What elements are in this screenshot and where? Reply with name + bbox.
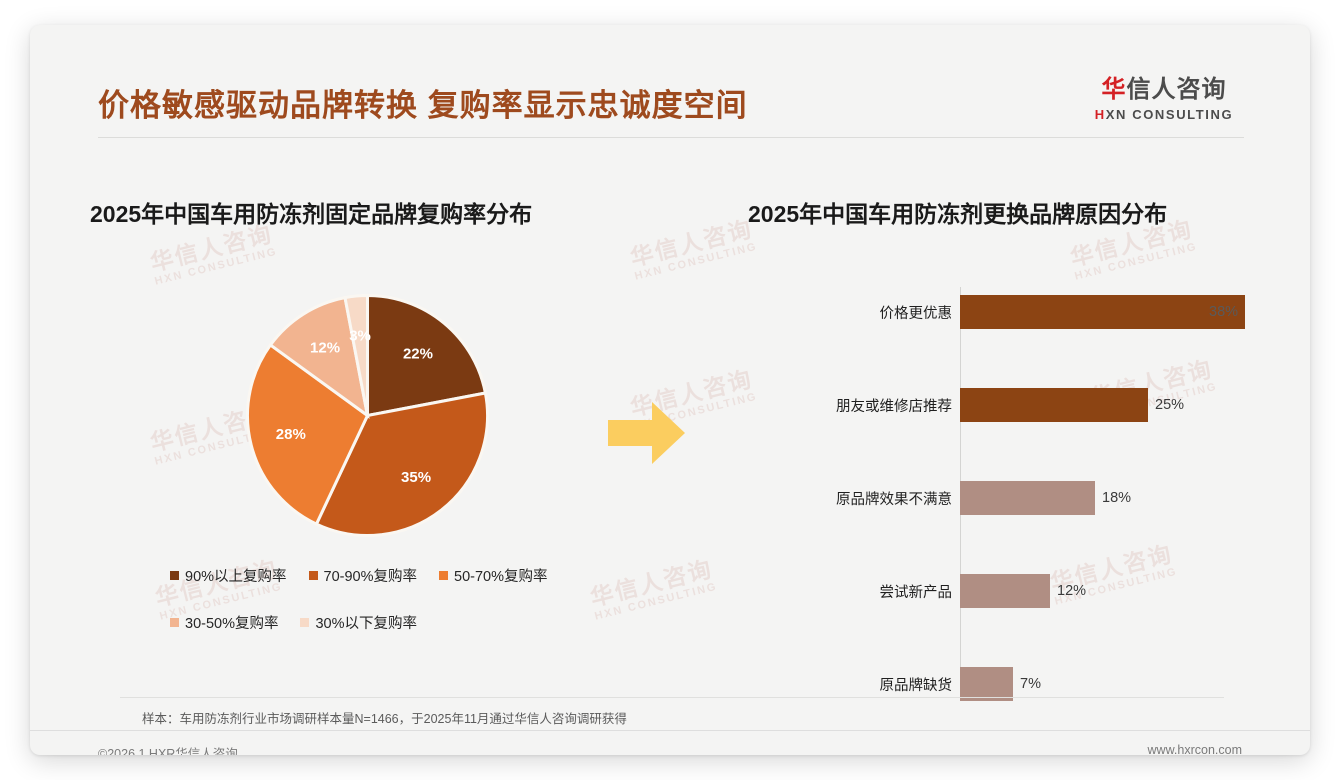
bar-track: 12% — [960, 574, 1260, 608]
pie-slice[interactable] — [343, 293, 369, 416]
pie-slice[interactable] — [268, 295, 370, 419]
watermark: 华信人咨询 HXN CONSULTING — [627, 215, 759, 284]
bar-fill[interactable] — [960, 574, 1050, 608]
bar-fill[interactable] — [960, 295, 1245, 329]
footnote-text: 样本：车用防冻剂行业市场调研样本量N=1466，于2025年11月通过华信人咨询… — [142, 712, 627, 726]
logo-english-text: HXN CONSULTING — [1084, 107, 1244, 122]
legend-item-0[interactable]: 90%以上复购率 — [170, 565, 287, 586]
header-divider — [98, 137, 1244, 138]
pie-chart-title: 2025年中国车用防冻剂固定品牌复购率分布 — [90, 201, 533, 227]
footer-website[interactable]: www.hxrcon.com — [1147, 743, 1242, 755]
legend-label: 70-90%复购率 — [323, 569, 418, 585]
footer-copyright: ©2026.1 HXR华信人咨询 — [98, 747, 238, 755]
pie-slice[interactable] — [314, 391, 489, 537]
footer-divider — [30, 730, 1310, 731]
footnote-divider — [120, 697, 1224, 698]
bar-row: 尝试新产品 12% — [790, 574, 1260, 608]
legend-row: 30-50%复购率 30%以下复购率 — [170, 612, 610, 633]
pie-data-labels: 22% 35% 28% 12% 3% — [276, 328, 433, 486]
bar-row: 价格更优惠 38% — [790, 295, 1260, 329]
bar-category-label: 原品牌缺货 — [879, 677, 953, 694]
legend-swatch-icon — [308, 571, 318, 580]
bar-fill[interactable] — [960, 388, 1148, 422]
bar-track: 38% — [960, 295, 1260, 329]
bar-value-label: 18% — [1102, 490, 1132, 506]
company-logo: 华信人咨询 HXN CONSULTING — [1084, 69, 1244, 122]
logo-en-first-char: H — [1094, 107, 1106, 122]
pie-slice-label: 12% — [310, 340, 340, 357]
pie-chart: 22% 35% 28% 12% 3% — [245, 293, 490, 538]
logo-cn-first-char: 华 — [1101, 76, 1127, 103]
slide-card: 华信人咨询 HXN CONSULTING 华信人咨询 HXN CONSULTING … — [30, 25, 1310, 755]
bar-category-label: 价格更优惠 — [879, 305, 953, 322]
bar-row: 原品牌效果不满意 18% — [790, 481, 1260, 515]
bar-value-label: 7% — [1020, 676, 1041, 692]
logo-chinese-text: 华信人咨询 — [1084, 69, 1244, 104]
pie-slice-label: 28% — [276, 426, 306, 443]
bar-fill[interactable] — [960, 481, 1095, 515]
bar-chart-title: 2025年中国车用防冻剂更换品牌原因分布 — [748, 201, 1168, 227]
legend-label: 30-50%复购率 — [185, 616, 279, 632]
legend-label: 90%以上复购率 — [185, 569, 287, 585]
legend-item-4[interactable]: 30%以下复购率 — [300, 612, 417, 633]
page-title: 价格敏感驱动品牌转换 复购率显示忠诚度空间 — [98, 88, 748, 123]
bar-category-label: 尝试新产品 — [879, 584, 953, 601]
bar-track: 18% — [960, 481, 1260, 515]
bar-chart: 价格更优惠 38% 朋友或维修店推荐 25% 原品牌效果不满意 18% 尝试新产品 12% 原品… — [790, 287, 1260, 701]
bar-value-label: 38% — [1209, 304, 1239, 320]
pie-slice-label: 22% — [403, 345, 433, 362]
pie-slice[interactable] — [246, 342, 370, 527]
bar-value-label: 12% — [1057, 583, 1087, 599]
bar-row: 原品牌缺货 7% — [790, 667, 1260, 701]
bar-row: 朋友或维修店推荐 25% — [790, 388, 1260, 422]
bar-category-label: 原品牌效果不满意 — [836, 491, 952, 508]
legend-swatch-icon — [439, 571, 449, 580]
legend-swatch-icon — [170, 618, 179, 627]
legend-label: 30%以下复购率 — [315, 616, 418, 632]
logo-en-rest: XN CONSULTING — [1105, 107, 1234, 122]
right-arrow-svg — [608, 402, 685, 464]
bar-fill[interactable] — [960, 667, 1013, 701]
legend-item-3[interactable]: 30-50%复购率 — [170, 612, 278, 633]
pie-legend: 90%以上复购率 70-90%复购率 50-70%复购率 30-50%复购率 3… — [170, 565, 610, 659]
legend-swatch-icon — [170, 571, 179, 580]
right-arrow-icon — [608, 400, 686, 466]
legend-row: 90%以上复购率 70-90%复购率 50-70%复购率 — [170, 565, 610, 586]
watermark: 华信人咨询 HXN CONSULTING — [147, 220, 279, 289]
pie-chart-svg: 22% 35% 28% 12% 3% — [246, 293, 489, 537]
slide-header: 价格敏感驱动品牌转换 复购率显示忠诚度空间 华信人咨询 HXN CONSULTI… — [30, 25, 1310, 138]
legend-label: 50-70%复购率 — [454, 569, 548, 585]
legend-item-2[interactable]: 50-70%复购率 — [439, 565, 548, 586]
logo-cn-rest: 信人咨询 — [1126, 76, 1227, 103]
pie-slice-label: 3% — [349, 328, 371, 345]
legend-swatch-icon — [300, 618, 310, 627]
bar-track: 7% — [960, 667, 1260, 701]
legend-item-1[interactable]: 70-90%复购率 — [308, 565, 418, 586]
pie-slice-label: 35% — [401, 469, 431, 486]
bar-value-label: 25% — [1155, 397, 1185, 413]
pie-slices — [246, 293, 489, 537]
bar-category-label: 朋友或维修店推荐 — [836, 398, 952, 415]
pie-slice[interactable] — [366, 293, 488, 418]
bar-track: 25% — [960, 388, 1260, 422]
